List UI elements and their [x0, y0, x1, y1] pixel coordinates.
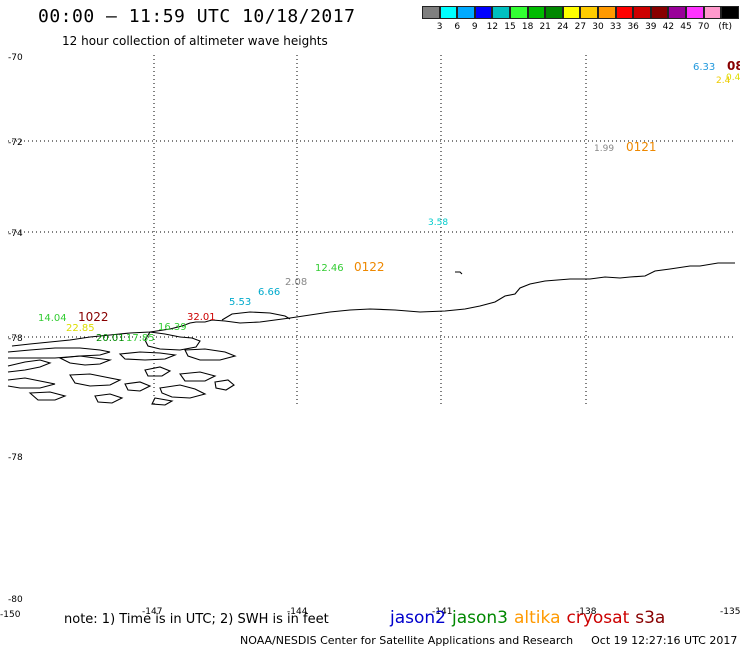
- generated-timestamp: Oct 19 12:27:16 UTC 2017: [591, 634, 738, 647]
- color-swatch: [615, 6, 634, 19]
- observation-label: 6.33: [693, 62, 715, 73]
- observation-label: 12.46: [315, 263, 344, 274]
- color-scale-label: 24: [557, 22, 569, 32]
- observation-label: 0121: [626, 140, 657, 154]
- lon-label: -141: [432, 607, 452, 617]
- color-swatch: [650, 6, 669, 19]
- color-scale-label: 27: [574, 22, 587, 32]
- observation-label: 2.4: [716, 76, 731, 86]
- observation-label: 32.01: [187, 312, 216, 323]
- lat-label: -72: [8, 138, 23, 148]
- color-swatch: [492, 6, 510, 19]
- latitude-labels: -70 -72 -74 -78 -78 -80: [8, 53, 23, 605]
- satellite-legend-item: jason2: [390, 608, 446, 628]
- color-scale-label: 9: [471, 22, 478, 32]
- satellite-legend: jason2 jason3 altika cryosat s3a: [390, 608, 671, 628]
- lat-label: -70: [8, 53, 23, 63]
- color-scale-label: 6: [454, 22, 461, 32]
- lat-label: -78: [8, 334, 23, 344]
- color-scale-label: 39: [645, 22, 657, 32]
- lon-label: -135: [720, 607, 740, 617]
- observation-label: 5.53: [229, 297, 251, 308]
- color-swatch: [545, 6, 563, 19]
- observation-label: 22.85: [66, 323, 95, 334]
- wave-observations: 6.33 08 0.4 2.4 1.99 0121 3.58 12.46 012…: [38, 59, 740, 344]
- observation-label: 16.39: [158, 322, 187, 333]
- color-swatch: [721, 6, 739, 19]
- page-subtitle: 12 hour collection of altimeter wave hei…: [62, 34, 328, 48]
- observation-label: 14.04: [38, 313, 67, 324]
- observation-label: 3.58: [428, 218, 448, 228]
- color-scale-label: 18: [521, 22, 534, 32]
- observation-label: 1022: [78, 310, 109, 324]
- color-scale-label: 21: [539, 22, 551, 32]
- units-note: note: 1) Time is in UTC; 2) SWH is in fe…: [64, 612, 329, 627]
- observation-label: 1.99: [594, 144, 614, 154]
- color-swatch: [668, 6, 686, 19]
- observation-label: 6.66: [258, 287, 280, 298]
- lon-label: -138: [576, 607, 597, 617]
- observation-label: 08: [727, 59, 740, 73]
- color-scale-label: (ft): [718, 22, 732, 32]
- color-scale-label: 42: [662, 22, 675, 32]
- color-scale-label: 12: [486, 22, 499, 32]
- color-scale-label: 70: [697, 22, 710, 32]
- satellite-legend-item: s3a: [635, 608, 666, 628]
- observation-label: 0122: [354, 260, 385, 274]
- lat-label: -78: [8, 453, 23, 463]
- color-swatch: [439, 6, 458, 19]
- color-swatch: [703, 6, 722, 19]
- color-swatch: [562, 6, 581, 19]
- color-scale-bar: [422, 6, 739, 19]
- color-scale-labels: 3 6 9 12 15 18 21 24 27 30 33 36 39 42 45 70 (ft): [422, 22, 740, 34]
- color-swatch: [474, 6, 493, 19]
- lon-label: -144: [287, 607, 308, 617]
- color-swatch: [422, 6, 440, 19]
- color-swatch: [509, 6, 528, 19]
- color-swatch: [685, 6, 704, 19]
- lon-label: -150: [0, 610, 21, 620]
- color-scale-label: 15: [504, 22, 516, 32]
- observation-label: 0.4: [726, 73, 740, 83]
- observation-label: 20.01: [96, 333, 125, 344]
- longitude-labels: -150 -147 -144 -141 -138 -135: [0, 607, 740, 620]
- color-swatch: [527, 6, 546, 19]
- lat-label: -74: [8, 229, 23, 239]
- coastline: [7, 262, 735, 406]
- credit-line: NOAA/NESDIS Center for Satellite Applica…: [240, 634, 737, 647]
- color-scale-label: 33: [609, 22, 622, 32]
- lat-label: -80: [8, 595, 23, 605]
- color-swatch: [597, 6, 616, 19]
- lon-label: -147: [142, 607, 162, 617]
- color-scale-label: 45: [680, 22, 692, 32]
- color-swatch: [580, 6, 598, 19]
- color-scale-label: 30: [592, 22, 604, 32]
- satellite-legend-item: altika: [514, 608, 561, 628]
- observation-label: 2.08: [285, 277, 307, 288]
- page-title: 00:00 – 11:59 UTC 10/18/2017: [38, 6, 356, 27]
- satellite-legend-item: jason3: [452, 608, 508, 628]
- satellite-legend-item: cryosat: [566, 608, 630, 628]
- credit-text: NOAA/NESDIS Center for Satellite Applica…: [240, 634, 574, 647]
- color-swatch: [457, 6, 475, 19]
- observation-label: 17.85: [126, 333, 155, 344]
- color-scale-label: 36: [627, 22, 639, 32]
- graticule: [8, 55, 735, 405]
- color-scale-label: 3: [436, 22, 443, 32]
- color-swatch: [633, 6, 651, 19]
